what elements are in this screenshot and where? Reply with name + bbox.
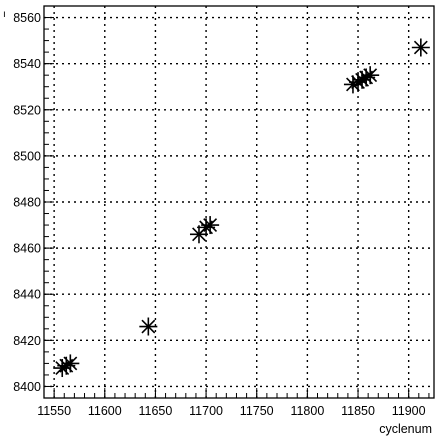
y-tick-label: 8480 <box>13 196 41 210</box>
x-tick-label: 11800 <box>290 404 324 418</box>
data-point <box>139 317 158 336</box>
corner-mark: ı <box>3 9 6 20</box>
y-tick-label: 8540 <box>13 57 41 71</box>
x-axis-label: cyclenum <box>379 422 432 436</box>
x-tick-label: 11700 <box>189 404 223 418</box>
y-tick-label: 8440 <box>13 288 41 302</box>
data-point <box>361 66 380 85</box>
x-tick-label: 11550 <box>37 404 71 418</box>
y-tick-label: 8420 <box>13 334 41 348</box>
axis-ticks <box>43 5 430 399</box>
data-point <box>61 354 80 373</box>
x-tick-label: 11600 <box>88 404 122 418</box>
x-tick-label: 11650 <box>139 404 173 418</box>
y-tick-labels: 8400 8420 8440 8460 8480 8500 8520 8540 8560 <box>13 11 41 394</box>
data-point <box>411 38 430 57</box>
data-points <box>53 38 430 378</box>
x-tick-label: 11850 <box>341 404 375 418</box>
y-tick-label: 8560 <box>13 11 41 25</box>
y-tick-label: 8460 <box>13 242 41 256</box>
y-tick-label: 8500 <box>13 149 41 163</box>
x-tick-label: 11900 <box>392 404 426 418</box>
data-point <box>201 216 220 235</box>
y-tick-label: 8520 <box>13 103 41 117</box>
y-tick-label: 8400 <box>13 380 41 394</box>
x-tick-labels: 11550 11600 11650 11700 11750 11800 11850 11900 <box>37 404 425 418</box>
x-tick-label: 11750 <box>240 404 274 418</box>
grid-lines <box>44 6 434 398</box>
